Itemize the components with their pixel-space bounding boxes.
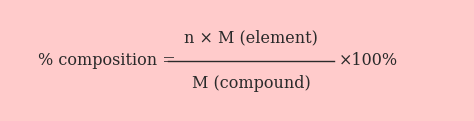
Text: % composition =: % composition =	[38, 52, 181, 69]
Text: n × M (element): n × M (element)	[184, 29, 318, 46]
Text: M (compound): M (compound)	[192, 75, 310, 92]
Text: ×100%: ×100%	[339, 52, 398, 69]
